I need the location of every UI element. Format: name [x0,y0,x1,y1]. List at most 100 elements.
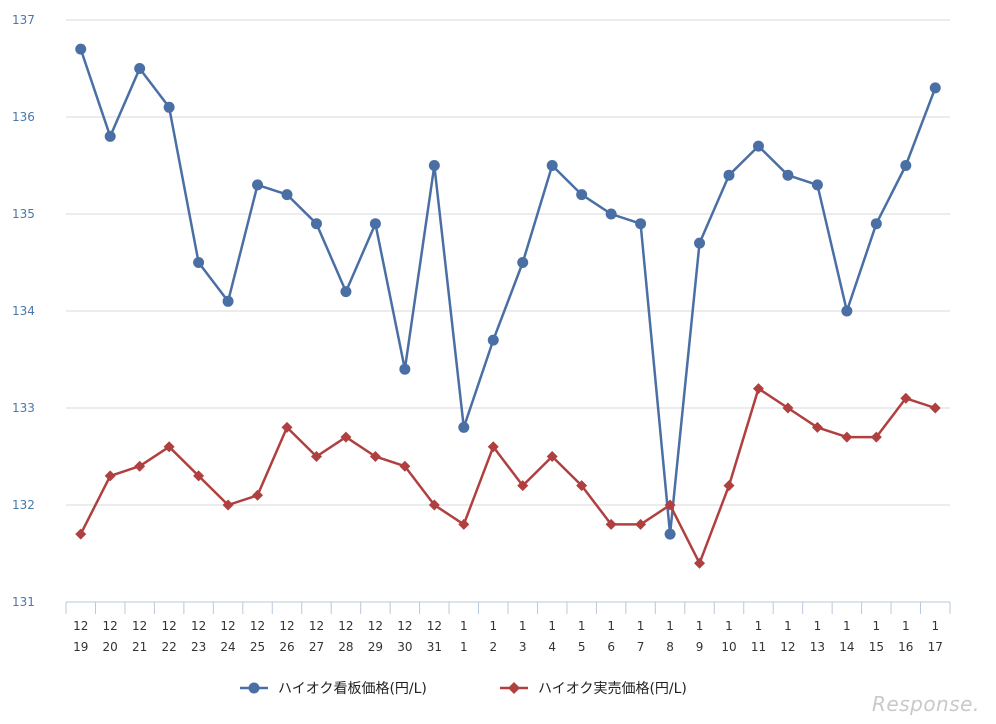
x-tick-label-day: 8 [666,640,674,654]
series-line [81,389,936,564]
x-tick-label-day: 5 [578,640,586,654]
data-point [724,480,735,491]
x-tick-label-day: 4 [548,640,556,654]
x-tick-label-day: 13 [810,640,825,654]
x-tick-label-day: 28 [338,640,353,654]
data-point [841,432,852,443]
x-tick-label-month: 1 [784,619,792,633]
x-tick-label-day: 20 [103,640,118,654]
x-tick-label-day: 29 [368,640,383,654]
y-tick-label: 137 [12,13,35,27]
x-tick-label-day: 11 [751,640,766,654]
x-tick-label-day: 7 [637,640,645,654]
data-point [517,257,528,268]
x-tick-label-month: 12 [368,619,383,633]
x-tick-label-day: 21 [132,640,147,654]
x-tick-label-month: 1 [725,619,733,633]
x-tick-label-month: 1 [666,619,674,633]
x-tick-label-day: 25 [250,640,265,654]
x-tick-label-day: 9 [696,640,704,654]
data-point [105,131,116,142]
data-point [930,82,941,93]
x-tick-label-day: 24 [220,640,235,654]
y-tick-label: 136 [12,110,35,124]
x-tick-label-day: 10 [721,640,736,654]
x-axis: 1219122012211222122312241225122612271228… [66,602,950,654]
y-tick-label: 132 [12,498,35,512]
x-tick-label-day: 1 [460,640,468,654]
data-point [665,529,676,540]
x-tick-label-day: 26 [279,640,294,654]
x-tick-label-month: 12 [161,619,176,633]
x-tick-label-month: 1 [548,619,556,633]
x-tick-label-day: 6 [607,640,615,654]
x-tick-label-day: 22 [161,640,176,654]
x-tick-label-month: 12 [309,619,324,633]
x-tick-label-month: 1 [607,619,615,633]
x-tick-label-month: 1 [489,619,497,633]
x-tick-label-day: 27 [309,640,324,654]
data-point [841,306,852,317]
data-point [694,238,705,249]
x-tick-label-month: 1 [519,619,527,633]
y-tick-label: 134 [12,304,35,318]
x-tick-label-month: 1 [814,619,822,633]
data-point [724,170,735,181]
x-tick-label-month: 1 [931,619,939,633]
legend: ハイオク看板価格(円/L) ハイオク実売価格(円/L) [240,681,687,697]
data-point [458,422,469,433]
x-tick-label-month: 12 [279,619,294,633]
x-tick-label-day: 17 [928,640,943,654]
x-tick-label-month: 12 [132,619,147,633]
x-tick-label-month: 1 [873,619,881,633]
data-point [782,170,793,181]
data-point [871,218,882,229]
x-tick-label-day: 12 [780,640,795,654]
response-watermark: Response. [872,692,980,716]
legend-label-actual: ハイオク実売価格(円/L) [538,681,687,697]
data-point [900,160,911,171]
series-1 [75,383,941,569]
y-axis: 131132133134135136137 [12,13,35,609]
x-tick-label-day: 15 [869,640,884,654]
data-point [223,296,234,307]
data-point [252,179,263,190]
x-tick-label-day: 31 [427,640,442,654]
x-tick-label-month: 1 [755,619,763,633]
x-tick-label-month: 12 [73,619,88,633]
x-tick-label-month: 1 [460,619,468,633]
data-point [164,102,175,113]
legend-marker-actual [508,682,520,694]
x-tick-label-day: 30 [397,640,412,654]
data-point [105,470,116,481]
data-point [812,179,823,190]
legend-label-signboard: ハイオク看板価格(円/L) [278,681,427,697]
x-tick-label-day: 2 [489,640,497,654]
data-point [488,335,499,346]
x-tick-label-month: 12 [191,619,206,633]
data-point [606,209,617,220]
series-layer [75,44,941,569]
x-tick-label-month: 12 [397,619,412,633]
data-point [576,189,587,200]
legend-marker-signboard [249,683,260,694]
data-point [930,403,941,414]
data-point [193,257,204,268]
x-tick-label-month: 12 [338,619,353,633]
series-line [81,49,936,534]
x-tick-label-month: 1 [637,619,645,633]
data-point [134,63,145,74]
x-tick-label-month: 12 [103,619,118,633]
x-tick-label-month: 12 [250,619,265,633]
data-point [429,160,440,171]
x-tick-label-day: 23 [191,640,206,654]
data-point [753,141,764,152]
data-point [635,218,646,229]
data-point [399,364,410,375]
data-point [75,529,86,540]
x-tick-label-month: 12 [220,619,235,633]
x-tick-label-day: 3 [519,640,527,654]
x-tick-label-month: 1 [696,619,704,633]
x-tick-label-month: 12 [427,619,442,633]
